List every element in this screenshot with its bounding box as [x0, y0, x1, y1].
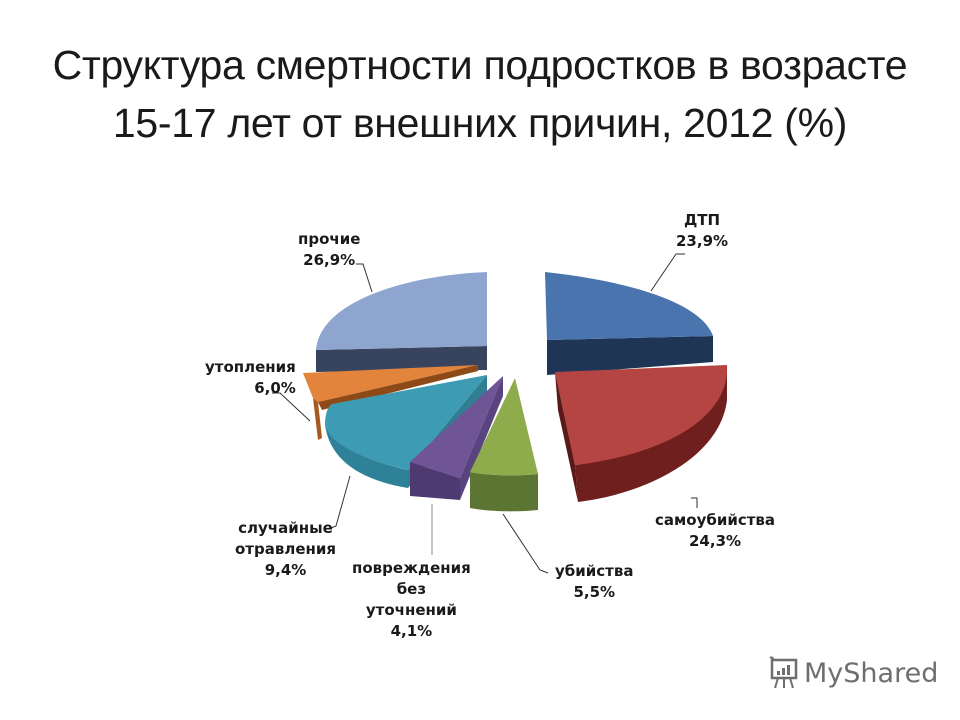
chart-title: Структура смертности подростков в возрас… [0, 36, 960, 152]
slice-other [316, 272, 487, 372]
slice-traffic [545, 272, 713, 375]
watermark-text: MyShared [804, 657, 939, 689]
label-drowning: утопления 6,0% [205, 358, 296, 397]
leader-line-traffic [650, 253, 685, 292]
slice-murders [470, 378, 538, 512]
slice-drowning [303, 365, 478, 440]
label-other: прочие 26,9% [298, 230, 361, 269]
label-murders: убийства 5,5% [555, 562, 634, 601]
label-poisoning: случайные отравления 9,4% [235, 519, 337, 579]
label-suicides: самоубийства 24,3% [655, 511, 776, 550]
leader-line-suicides [691, 497, 698, 508]
watermark: MyShared [768, 656, 938, 690]
label-traffic: ДТП 23,9% [676, 211, 729, 250]
slice-suicides [555, 365, 728, 502]
leader-line-other [356, 263, 373, 293]
chart-title-line-2: 15-17 лет от внешних причин, 2012 (%) [112, 100, 848, 146]
label-injuries: повреждения без уточнений 4,1% [352, 559, 471, 640]
leader-line-murders [502, 513, 549, 574]
slice-injuries [410, 376, 503, 500]
chart-title-line-1: Структура смертности подростков в возрас… [52, 42, 908, 88]
leader-line-poisoning [330, 475, 351, 529]
leader-line-drowning [272, 392, 311, 422]
leader-lines [272, 253, 698, 574]
presentation-board-icon [769, 656, 798, 689]
